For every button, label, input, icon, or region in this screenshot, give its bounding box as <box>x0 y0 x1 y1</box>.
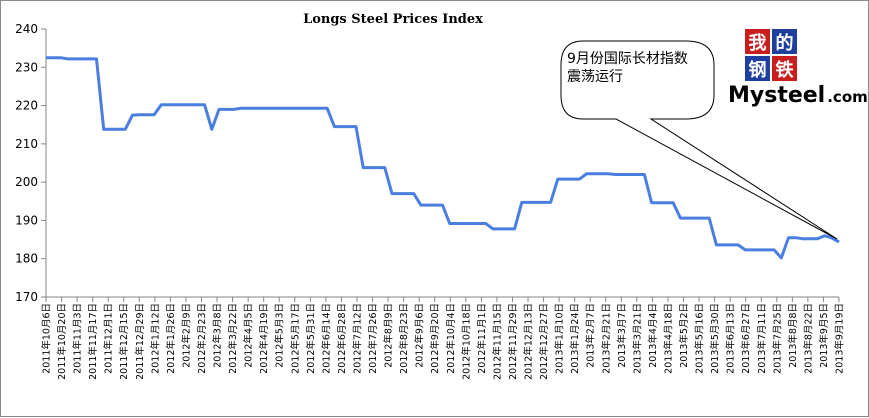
x-tick-label: 2013年3月21日 <box>631 303 643 374</box>
x-tick-label: 2013年2月7日 <box>585 303 597 368</box>
x-tick-label: 2013年1月24日 <box>569 303 581 374</box>
x-tick-label: 2011年11月17日 <box>87 303 99 380</box>
x-tick-label: 2013年9月5日 <box>818 303 830 368</box>
x-tick-label: 2013年3月7日 <box>616 303 628 368</box>
x-tick-label: 2012年8月23日 <box>398 303 410 374</box>
x-tick-label: 2013年5月30日 <box>709 303 721 374</box>
x-tick-label: 2012年1月12日 <box>149 303 161 374</box>
series-layer <box>46 56 840 260</box>
callout-bubble <box>560 40 838 240</box>
x-tick-label: 2012年12月13日 <box>523 303 535 380</box>
x-tick-label: 2012年11月1日 <box>476 303 488 374</box>
logo-tile-2 <box>772 29 797 54</box>
logo-char-2: 的 <box>776 32 794 54</box>
logo-char-1: 我 <box>749 33 767 54</box>
x-tick-label: 2013年8月22日 <box>802 303 814 374</box>
x-tick-label: 2013年6月27日 <box>740 303 752 374</box>
chart-title: Longs Steel Prices Index <box>303 12 483 27</box>
x-tick-label: 2013年6月13日 <box>725 303 737 374</box>
x-tick-label: 2012年3月8日 <box>212 303 224 368</box>
y-tick-label: 210 <box>15 137 38 151</box>
annotation-callout: 9月份国际长材指数 震荡运行 <box>560 40 838 240</box>
annotation-line-1: 9月份国际长材指数 <box>567 51 688 67</box>
x-tick-label: 2012年9月20日 <box>429 303 441 374</box>
x-tick-label: 2011年12月29日 <box>134 303 146 380</box>
x-tick-label: 2012年6月28日 <box>336 303 348 374</box>
x-tick-label: 2013年8月8日 <box>787 303 799 368</box>
x-tick-label: 2012年4月19日 <box>258 303 270 374</box>
x-tick-label: 2011年10月6日 <box>41 303 53 374</box>
x-tick-label: 2013年7月25日 <box>771 303 783 374</box>
y-tick-label: 200 <box>15 175 38 189</box>
x-tick-label: 2013年2月21日 <box>600 303 612 374</box>
y-tick-label: 180 <box>15 252 38 266</box>
logo-wordmark: Mysteel .com <box>728 83 868 108</box>
x-tick-label: 2012年2月9日 <box>180 303 192 368</box>
x-tick-label: 2013年5月2日 <box>678 303 690 368</box>
y-tick-label: 190 <box>15 213 38 227</box>
x-tick-label: 2012年10月4日 <box>445 303 457 374</box>
x-tick-label: 2012年7月26日 <box>367 303 379 374</box>
series-line-0 <box>46 56 840 260</box>
x-tick-label: 2012年4月5日 <box>243 303 255 368</box>
logo-wordmark-suffix: .com <box>827 88 868 106</box>
x-tick-label: 2012年2月23日 <box>196 303 208 374</box>
x-tick-label: 2012年1月26日 <box>165 303 177 374</box>
x-tick-label: 2012年5月17日 <box>289 303 301 374</box>
x-tick-label: 2012年10月18日 <box>460 303 472 380</box>
x-tick-label: 2012年3月22日 <box>227 303 239 374</box>
x-tick-label: 2011年12月15日 <box>118 303 130 380</box>
mysteel-logo: 我 的 钢 铁 Mysteel .com <box>728 29 868 108</box>
x-tick-label: 2012年11月15日 <box>491 303 503 380</box>
y-tick-label: 240 <box>15 22 38 36</box>
x-tick-label: 2012年11月29日 <box>507 303 519 380</box>
x-tick-label: 2011年10月20日 <box>56 303 68 380</box>
x-tick-label: 2012年7月12日 <box>351 303 363 374</box>
x-tick-label: 2013年4月4日 <box>647 303 659 368</box>
logo-tile-4 <box>772 56 797 81</box>
x-tick-label: 2013年9月19日 <box>834 303 846 374</box>
x-tick-label: 2012年9月6日 <box>414 303 426 368</box>
x-tick-label: 2013年7月11日 <box>756 303 768 374</box>
x-tick-label: 2012年12月27日 <box>538 303 550 380</box>
annotation-line-2: 震荡运行 <box>567 69 623 85</box>
x-tick-label: 2013年5月16日 <box>694 303 706 374</box>
logo-tile-3 <box>745 56 770 81</box>
y-tick-label: 170 <box>15 290 38 304</box>
y-axis: 170 180 190 200 210 220 230 240 <box>15 22 47 304</box>
x-tick-label: 2012年5月31日 <box>305 303 317 374</box>
logo-tile-1 <box>745 29 770 54</box>
x-tick-label: 2011年12月1日 <box>103 303 115 374</box>
logo-char-4: 铁 <box>776 59 794 81</box>
x-tick-label: 2013年4月18日 <box>662 303 674 374</box>
logo-wordmark-main: Mysteel <box>728 83 825 108</box>
x-axis: 2011年10月6日 2011年10月20日 2011年11月3日 2011年11月1… <box>41 296 846 380</box>
logo-char-3: 钢 <box>749 59 767 81</box>
x-tick-label: 2012年6月14日 <box>320 303 332 374</box>
x-tick-label: 2012年5月3日 <box>274 303 286 368</box>
y-tick-label: 230 <box>15 60 38 74</box>
x-tick-label: 2013年1月10日 <box>554 303 566 374</box>
x-tick-label: 2011年11月3日 <box>72 303 84 374</box>
y-tick-label: 220 <box>15 99 38 113</box>
x-tick-label: 2012年8月9日 <box>383 303 395 368</box>
